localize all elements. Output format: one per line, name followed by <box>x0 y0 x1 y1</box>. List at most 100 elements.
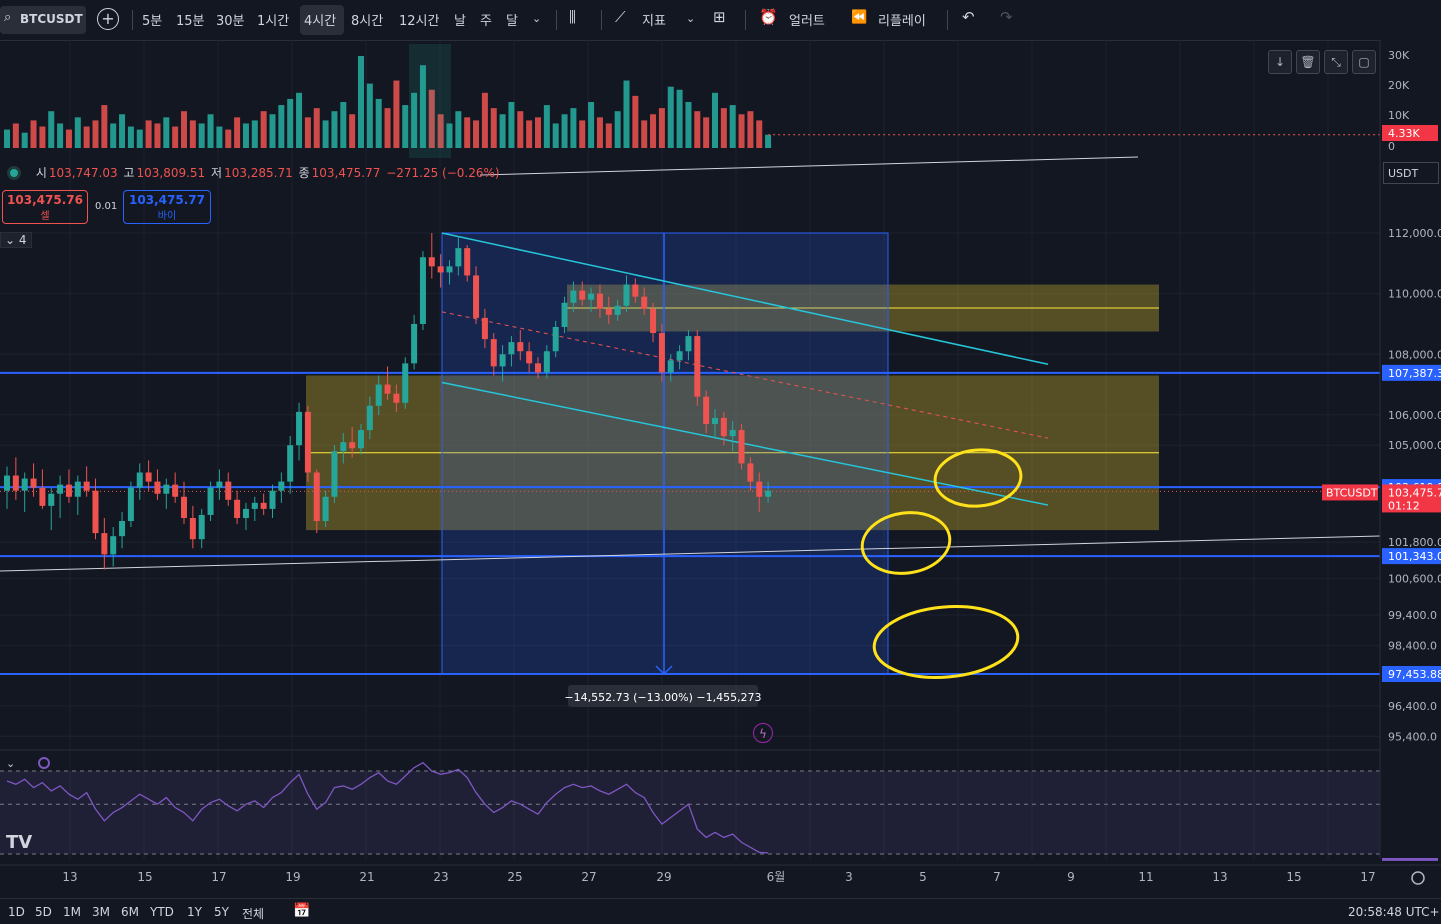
candle-body <box>596 293 603 309</box>
interval-30m[interactable]: 30분 <box>216 14 245 29</box>
chevron-down-icon[interactable]: ⌄ <box>686 12 696 25</box>
volume-bar <box>375 98 382 148</box>
interval-month[interactable]: 달 <box>506 14 518 29</box>
time-tick-label: 27 <box>581 870 596 884</box>
rsi-pane: 80.0060.0040.0030.68 <box>0 749 1441 861</box>
indicator-toggle[interactable]: ⌄ 4 <box>0 232 32 248</box>
candle-body <box>419 257 426 324</box>
range-ytd[interactable]: YTD <box>150 905 174 919</box>
volume-last-value: 4.33K <box>1388 127 1420 140</box>
redo-icon[interactable]: ↷ <box>1000 8 1013 26</box>
range-1m[interactable]: 1M <box>63 905 81 919</box>
maximize-icon[interactable]: ▢ <box>1352 50 1376 74</box>
volume-bar <box>464 117 471 148</box>
interval-1h[interactable]: 1시간 <box>257 14 290 29</box>
volume-bar <box>189 120 196 148</box>
rsi-indicator-icon[interactable] <box>38 757 50 769</box>
range-1d[interactable]: 1D <box>8 905 25 919</box>
buy-label: 바이 <box>157 211 177 222</box>
candle-body <box>508 342 515 355</box>
date-range-icon[interactable]: 📅 <box>293 903 311 919</box>
rsi-collapse-chevron-icon[interactable]: ⌄ <box>6 757 16 770</box>
arrow-down-icon[interactable]: ↓ <box>1268 50 1292 74</box>
candle-body <box>738 430 745 464</box>
compare-add-icon[interactable]: + <box>97 8 119 30</box>
indicators-button[interactable]: 지표 <box>642 14 666 29</box>
buy-button[interactable]: 103,475.77 바이 <box>123 190 211 224</box>
last-price-countdown: 01:12 <box>1388 499 1420 512</box>
chevron-down-icon: ⌄ <box>5 233 16 247</box>
candle-body <box>110 536 117 555</box>
level-badge-label: 97,453.88 <box>1388 668 1441 681</box>
candle-body <box>119 521 126 537</box>
currency-selector[interactable]: USDT <box>1383 162 1439 184</box>
open-value: 103,747.03 <box>48 166 118 180</box>
volume-bar <box>393 80 400 148</box>
volume-bar <box>535 117 541 148</box>
sell-button[interactable]: 103,475.76 셀 <box>2 190 88 224</box>
range-5d[interactable]: 5D <box>35 905 52 919</box>
alert-button[interactable]: 얼러트 <box>789 14 825 29</box>
volume-bar <box>278 105 285 148</box>
candle-body <box>588 293 595 300</box>
candle-body <box>83 481 90 491</box>
collapse-icon[interactable]: ⤡ <box>1324 50 1348 74</box>
replay-button[interactable]: 리플레이 <box>878 14 926 29</box>
symbol-search-button[interactable] <box>0 6 86 34</box>
interval-12h[interactable]: 12시간 <box>399 14 440 29</box>
price-chart[interactable]: −14,552.73 (−13.00%) −1,455,273 80.0060.… <box>0 40 1441 898</box>
time-tick-label: 17 <box>211 870 226 884</box>
lightning-icon[interactable]: ϟ <box>753 723 773 743</box>
range-5y[interactable]: 5Y <box>214 905 229 919</box>
toolbar-divider <box>601 10 602 30</box>
chevron-down-icon[interactable]: ⌄ <box>532 12 542 25</box>
sell-label: 셀 <box>40 211 50 222</box>
annotations <box>860 448 1023 679</box>
volume-bar <box>48 111 55 148</box>
interval-day[interactable]: 날 <box>454 14 466 29</box>
interval-15m[interactable]: 15분 <box>176 14 205 29</box>
volume-bar <box>296 92 303 148</box>
candle-body <box>278 481 285 491</box>
volume-bar <box>658 108 665 148</box>
trash-icon[interactable]: 🗑 <box>1296 50 1320 74</box>
alarm-clock-icon[interactable]: ⏰ <box>759 8 778 26</box>
interval-4h[interactable]: 4시간 <box>304 14 337 29</box>
candle-body <box>570 290 577 303</box>
range-6m[interactable]: 6M <box>121 905 139 919</box>
volume-bar <box>667 86 674 148</box>
candle-body <box>260 502 267 509</box>
time-tick-label: 13 <box>1212 870 1227 884</box>
interval-5m[interactable]: 5분 <box>142 14 163 29</box>
interval-8h[interactable]: 8시간 <box>351 14 384 29</box>
range-1y[interactable]: 1Y <box>187 905 202 919</box>
layout-grid-icon[interactable]: ⊞ <box>713 8 726 26</box>
time-tick-label: 3 <box>845 870 853 884</box>
time-tick-label: 29 <box>656 870 671 884</box>
time-tick-label: 11 <box>1138 870 1153 884</box>
interval-week[interactable]: 주 <box>480 14 492 29</box>
indicators-icon[interactable]: ⟋ <box>615 8 626 26</box>
volume-last-badge <box>1382 125 1438 141</box>
level-badge-label: 107,387.3 <box>1388 367 1441 380</box>
candle-body <box>393 393 400 403</box>
candle-type-icon[interactable]: ⫼ <box>569 8 576 26</box>
replay-icon[interactable]: ⏪ <box>851 10 868 25</box>
volume-bar <box>402 105 409 148</box>
volume-bar <box>552 123 559 148</box>
candle-body <box>287 445 294 482</box>
range-3m[interactable]: 3M <box>92 905 110 919</box>
volume-bar <box>596 117 603 148</box>
time-tick-label: 19 <box>285 870 300 884</box>
channel-mid-dashed <box>441 311 1049 439</box>
volume-bar <box>127 126 134 148</box>
candle-body <box>579 290 586 300</box>
range-all[interactable]: 전체 <box>242 907 265 921</box>
time-tick-label: 9 <box>1067 870 1075 884</box>
volume-bar <box>765 134 772 148</box>
drawings <box>0 156 1381 572</box>
volume-bar <box>703 117 710 148</box>
candle-body <box>39 487 46 506</box>
undo-icon[interactable]: ↶ <box>962 8 975 26</box>
candle-body <box>446 266 453 273</box>
